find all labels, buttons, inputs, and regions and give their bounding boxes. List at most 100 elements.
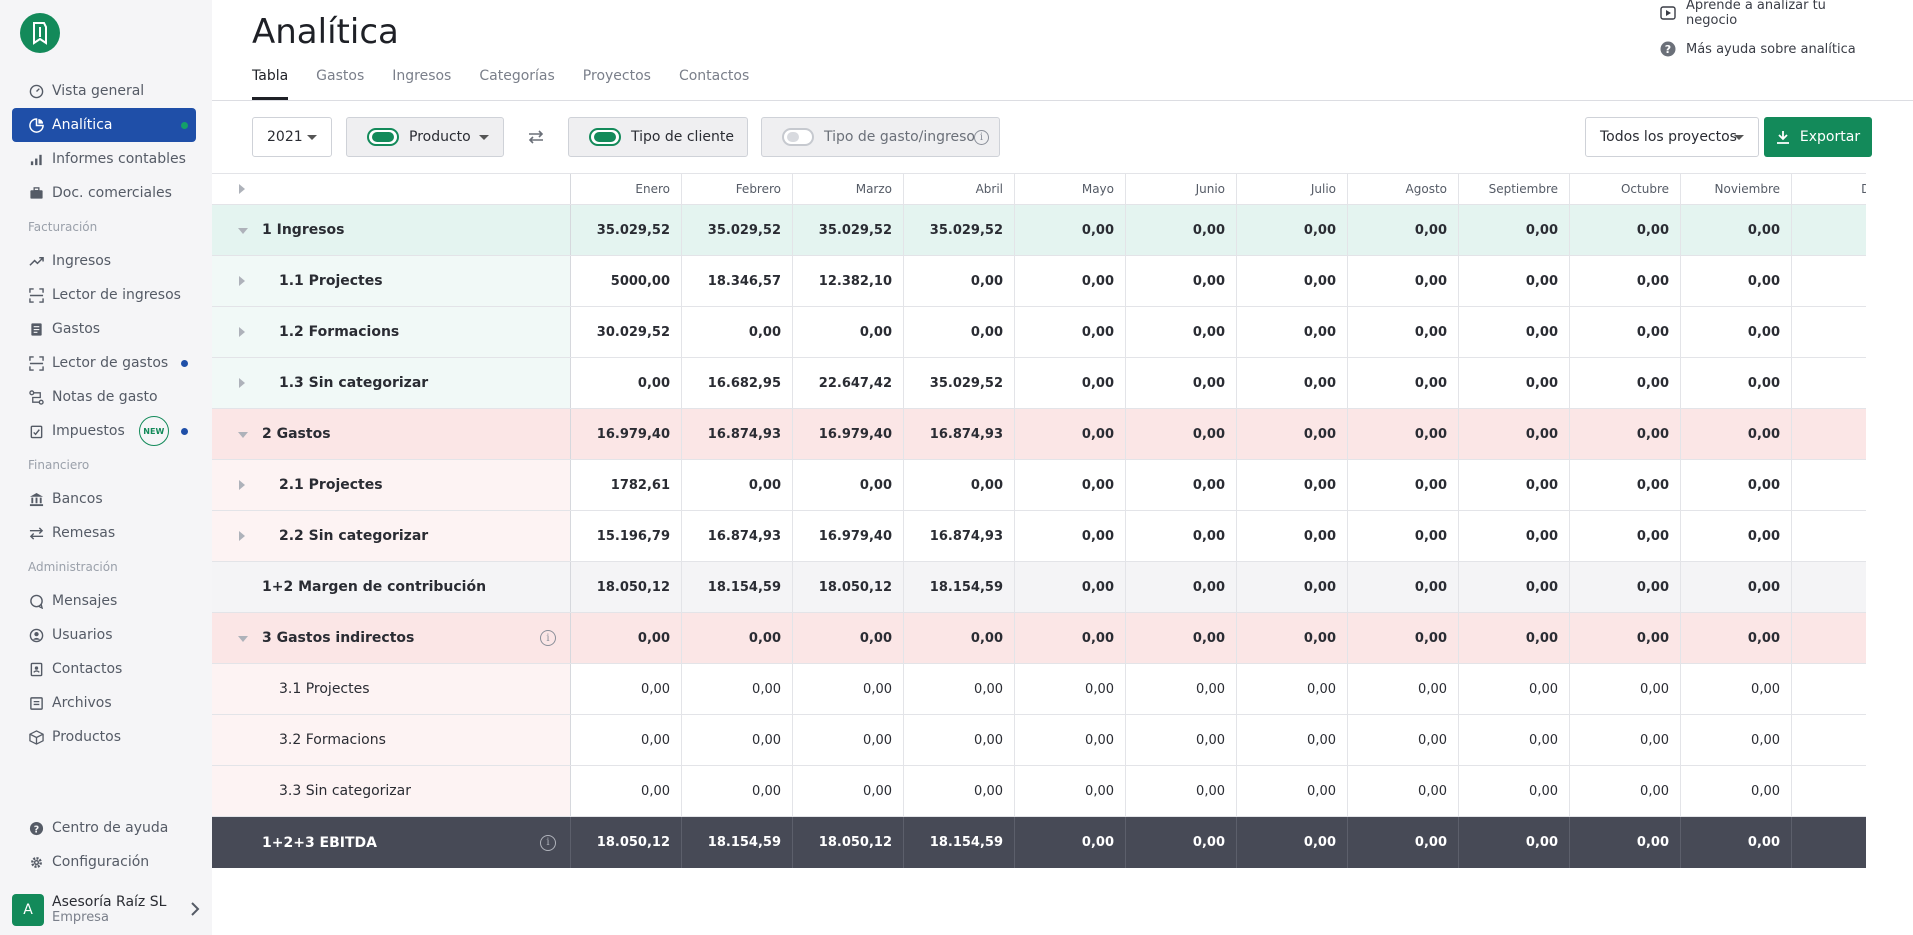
sidebar-item-informes-contables[interactable]: Informes contables bbox=[12, 142, 196, 176]
value-cell[interactable]: 0,00 bbox=[682, 307, 793, 357]
value-cell[interactable]: 0,00 bbox=[1459, 511, 1570, 561]
value-cell[interactable]: 0,00 bbox=[682, 766, 793, 816]
value-cell[interactable]: 0,00 bbox=[1126, 511, 1237, 561]
value-cell[interactable]: 0,00 bbox=[1015, 562, 1126, 612]
value-cell[interactable]: 0,00 bbox=[1348, 307, 1459, 357]
expand-row-icon[interactable] bbox=[239, 276, 245, 286]
value-cell[interactable]: 0,00 bbox=[1570, 766, 1681, 816]
value-cell[interactable]: 0,00 bbox=[1570, 256, 1681, 306]
value-cell[interactable]: 0,00 bbox=[682, 460, 793, 510]
value-cell[interactable]: 0,00 bbox=[1015, 460, 1126, 510]
column-header[interactable]: Agosto bbox=[1348, 174, 1459, 204]
sidebar-item-ingresos[interactable]: Ingresos bbox=[12, 244, 196, 278]
value-cell[interactable]: 0,00 bbox=[1126, 307, 1237, 357]
sidebar-item-configuracion[interactable]: Configuración bbox=[12, 845, 196, 879]
value-cell[interactable]: 0,00 bbox=[1681, 256, 1792, 306]
value-cell[interactable]: 0,00 bbox=[1015, 664, 1126, 714]
value-cell[interactable] bbox=[1792, 715, 1866, 765]
value-cell[interactable]: 0,00 bbox=[1126, 562, 1237, 612]
value-cell[interactable]: 0,00 bbox=[1570, 562, 1681, 612]
value-cell[interactable]: 0,00 bbox=[1570, 715, 1681, 765]
value-cell[interactable]: 16.874,93 bbox=[904, 409, 1015, 459]
value-cell[interactable]: 0,00 bbox=[1237, 205, 1348, 255]
value-cell[interactable]: 0,00 bbox=[571, 613, 682, 663]
value-cell[interactable] bbox=[1792, 307, 1866, 357]
value-cell[interactable]: 0,00 bbox=[1237, 613, 1348, 663]
value-cell[interactable] bbox=[1792, 460, 1866, 510]
value-cell[interactable]: 18.050,12 bbox=[793, 562, 904, 612]
value-cell[interactable]: 35.029,52 bbox=[793, 205, 904, 255]
sidebar-item-remesas[interactable]: Remesas bbox=[12, 516, 196, 550]
sidebar-item-usuarios[interactable]: Usuarios bbox=[12, 618, 196, 652]
sidebar-item-lector-de-gastos[interactable]: Lector de gastos bbox=[12, 346, 196, 380]
tab-tabla[interactable]: Tabla bbox=[252, 60, 289, 100]
expand-row-icon[interactable] bbox=[239, 327, 245, 337]
sidebar-item-notas-de-gasto[interactable]: Notas de gasto bbox=[12, 380, 196, 414]
value-cell[interactable]: 0,00 bbox=[1015, 256, 1126, 306]
value-cell[interactable]: 0,00 bbox=[1126, 409, 1237, 459]
expand-row-icon[interactable] bbox=[239, 378, 245, 388]
column-header[interactable]: Julio bbox=[1237, 174, 1348, 204]
column-header[interactable]: Noviembre bbox=[1681, 174, 1792, 204]
value-cell[interactable]: 0,00 bbox=[1126, 256, 1237, 306]
value-cell[interactable]: 0,00 bbox=[1570, 460, 1681, 510]
value-cell[interactable]: 18.050,12 bbox=[793, 817, 904, 868]
value-cell[interactable]: 22.647,42 bbox=[793, 358, 904, 408]
expense-type-toggle[interactable] bbox=[782, 128, 814, 146]
value-cell[interactable]: 0,00 bbox=[1459, 664, 1570, 714]
row-label-cell[interactable]: 1.1 Projectes bbox=[212, 256, 571, 306]
info-icon[interactable]: i bbox=[540, 834, 556, 851]
column-header[interactable]: Octubre bbox=[1570, 174, 1681, 204]
product-group-select[interactable]: Producto bbox=[346, 117, 504, 157]
value-cell[interactable]: 35.029,52 bbox=[904, 358, 1015, 408]
value-cell[interactable]: 0,00 bbox=[1570, 613, 1681, 663]
value-cell[interactable]: 0,00 bbox=[1681, 817, 1792, 868]
value-cell[interactable]: 0,00 bbox=[1348, 460, 1459, 510]
value-cell[interactable]: 18.154,59 bbox=[682, 562, 793, 612]
value-cell[interactable]: 0,00 bbox=[1459, 817, 1570, 868]
value-cell[interactable]: 0,00 bbox=[1237, 256, 1348, 306]
value-cell[interactable]: 0,00 bbox=[1015, 613, 1126, 663]
value-cell[interactable]: 0,00 bbox=[793, 715, 904, 765]
value-cell[interactable]: 16.979,40 bbox=[793, 511, 904, 561]
expand-row-icon[interactable] bbox=[239, 480, 245, 490]
column-header[interactable]: Mayo bbox=[1015, 174, 1126, 204]
value-cell[interactable]: 0,00 bbox=[1681, 409, 1792, 459]
value-cell[interactable]: 0,00 bbox=[793, 460, 904, 510]
value-cell[interactable]: 35.029,52 bbox=[904, 205, 1015, 255]
value-cell[interactable]: 0,00 bbox=[1237, 409, 1348, 459]
value-cell[interactable]: 0,00 bbox=[1126, 613, 1237, 663]
value-cell[interactable]: 30.029,52 bbox=[571, 307, 682, 357]
value-cell[interactable]: 0,00 bbox=[1348, 409, 1459, 459]
value-cell[interactable]: 0,00 bbox=[1348, 715, 1459, 765]
value-cell[interactable] bbox=[1792, 613, 1866, 663]
value-cell[interactable]: 0,00 bbox=[1459, 562, 1570, 612]
app-logo[interactable] bbox=[20, 13, 60, 53]
value-cell[interactable]: 15.196,79 bbox=[571, 511, 682, 561]
value-cell[interactable]: 35.029,52 bbox=[682, 205, 793, 255]
value-cell[interactable]: 0,00 bbox=[1237, 307, 1348, 357]
expand-all-cell[interactable] bbox=[212, 174, 571, 204]
value-cell[interactable]: 0,00 bbox=[1459, 307, 1570, 357]
value-cell[interactable]: 0,00 bbox=[904, 715, 1015, 765]
row-label-cell[interactable]: 2 Gastos bbox=[212, 409, 571, 459]
product-toggle[interactable] bbox=[367, 128, 399, 146]
value-cell[interactable] bbox=[1792, 817, 1866, 868]
row-label-cell[interactable]: 2.2 Sin categorizar bbox=[212, 511, 571, 561]
value-cell[interactable]: 0,00 bbox=[571, 715, 682, 765]
sidebar-item-archivos[interactable]: Archivos bbox=[12, 686, 196, 720]
value-cell[interactable]: 18.050,12 bbox=[571, 817, 682, 868]
sidebar-item-contactos[interactable]: Contactos bbox=[12, 652, 196, 686]
value-cell[interactable]: 18.154,59 bbox=[904, 817, 1015, 868]
value-cell[interactable]: 0,00 bbox=[682, 715, 793, 765]
value-cell[interactable]: 16.682,95 bbox=[682, 358, 793, 408]
value-cell[interactable]: 0,00 bbox=[1681, 358, 1792, 408]
value-cell[interactable]: 0,00 bbox=[1459, 409, 1570, 459]
info-icon[interactable]: i bbox=[974, 129, 989, 145]
year-select[interactable]: 2021 bbox=[252, 117, 332, 157]
expense-type-toggle-group[interactable]: Tipo de gasto/ingreso i bbox=[761, 117, 1000, 157]
expand-row-icon[interactable] bbox=[239, 531, 245, 541]
value-cell[interactable]: 0,00 bbox=[1348, 205, 1459, 255]
sidebar-item-mensajes[interactable]: Mensajes bbox=[12, 584, 196, 618]
value-cell[interactable]: 0,00 bbox=[1459, 358, 1570, 408]
